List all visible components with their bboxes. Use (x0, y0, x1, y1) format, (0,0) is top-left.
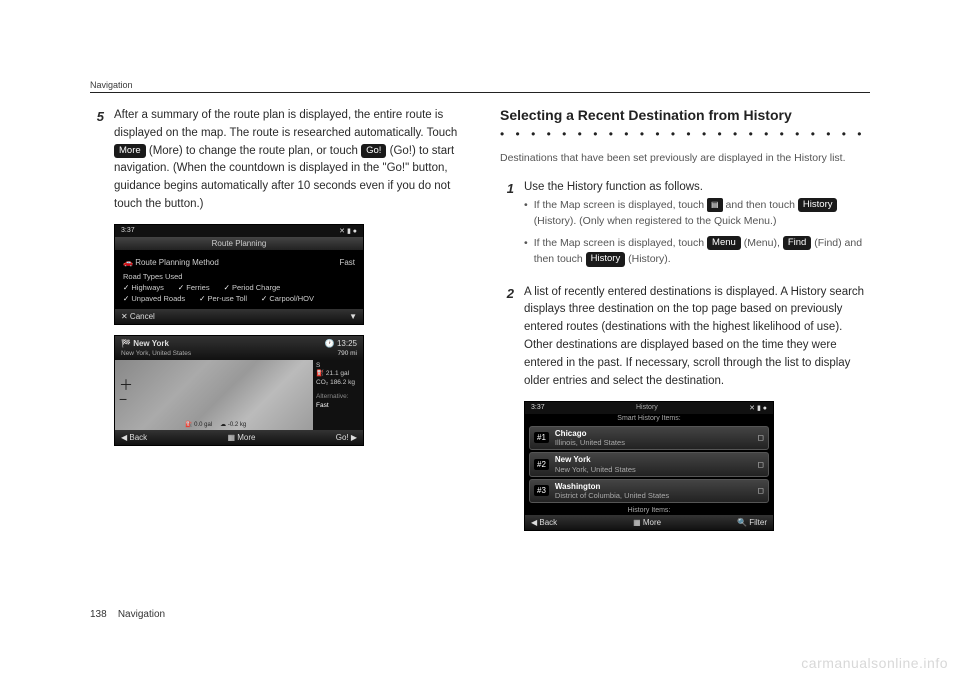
ss1-signal: ✕ ▮ ● (339, 227, 357, 235)
ss1-opt: Highways (123, 283, 164, 292)
ss1-opt: Per-use Toll (199, 294, 247, 303)
section-intro: Destinations that have been set previous… (500, 151, 870, 167)
step5-text-b: (More) to change the route plan, or touc… (149, 145, 361, 157)
ss2-side-panel: S ⛽ 21.1 gal CO₂ 186.2 kg Alternative: F… (313, 360, 363, 430)
ss1-cancel: ✕ Cancel (121, 312, 155, 321)
ss1-title: Route Planning (115, 237, 363, 250)
step-5: 5 After a summary of the route plan is d… (90, 107, 460, 214)
history-row: #2 New YorkNew York, United States ◻ (529, 452, 769, 477)
manual-page: Navigation 5 After a summary of the rout… (90, 80, 870, 620)
bullet-2-text: If the Map screen is displayed, touch Me… (534, 235, 870, 268)
go-pill: Go! (361, 144, 386, 158)
step-2: 2 A list of recently entered destination… (500, 284, 870, 391)
step-number: 1 (500, 179, 514, 274)
more-pill: More (114, 144, 146, 158)
rank-badge: #2 (534, 459, 549, 470)
ss2-time-dist: 🕐 13:25790 mi (325, 339, 357, 357)
ss1-opt: Carpool/HOV (261, 294, 314, 303)
ss1-method-value: Fast (339, 258, 355, 267)
history-text: WashingtonDistrict of Columbia, United S… (555, 482, 751, 501)
ss2-map-view: ＋− S ⛽ 21.1 gal CO₂ 186.2 kg Alternative… (115, 360, 363, 430)
bullet-dot: • (524, 197, 528, 230)
screenshot-route-planning: 3:37 ✕ ▮ ● Route Planning 🚗 Route Planni… (114, 224, 364, 325)
ss1-opt: Ferries (178, 283, 210, 292)
header-section-label: Navigation (90, 80, 870, 90)
ss3-smart-label: Smart History Items: (525, 414, 773, 423)
screenshot-map-overview: 🏁 New YorkNew York, United States 🕐 13:2… (114, 335, 364, 446)
ss3-signal: ✕ ▮ ● (749, 404, 767, 412)
section-title: Selecting a Recent Destination from Hist… (500, 107, 870, 123)
quick-menu-icon: ▤ (707, 198, 723, 212)
step-body: After a summary of the route plan is dis… (114, 107, 460, 214)
dotted-rule: • • • • • • • • • • • • • • • • • • • • … (500, 127, 870, 141)
ss2-dest-bar: 🏁 New YorkNew York, United States 🕐 13:2… (115, 336, 363, 360)
ss3-footer: ◀ Back ▦ More 🔍 Filter (525, 515, 773, 530)
ss1-footer: ✕ Cancel ▼ (115, 309, 363, 324)
history-row: #3 WashingtonDistrict of Columbia, Unite… (529, 479, 769, 504)
right-column: Selecting a Recent Destination from Hist… (500, 107, 870, 541)
ss3-topbar: 3:37 History ✕ ▮ ● (525, 402, 773, 414)
step-body: A list of recently entered destinations … (524, 284, 870, 391)
ss1-time: 3:37 (121, 227, 135, 235)
poi-icon: ◻ (757, 433, 764, 442)
ss1-opt: Period Charge (224, 283, 281, 292)
poi-icon: ◻ (757, 460, 764, 469)
ss2-footer: ◀ Back ▦ More Go! ▶ (115, 430, 363, 445)
history-pill: History (798, 198, 838, 212)
ss1-topbar: 3:37 ✕ ▮ ● (115, 225, 363, 237)
page-number: 138 (90, 609, 107, 620)
ss1-arrow: ▼ (349, 312, 357, 321)
ss2-more: ▦ More (227, 433, 255, 442)
bullet-1: • If the Map screen is displayed, touch … (524, 197, 870, 230)
ss2-back: ◀ Back (121, 433, 147, 442)
step-number: 5 (90, 107, 104, 214)
ss1-body: 🚗 Route Planning Method Fast Road Types … (115, 250, 363, 309)
history-row: #1 ChicagoIllinois, United States ◻ (529, 426, 769, 451)
menu-pill: Menu (707, 236, 741, 250)
ss2-dest: 🏁 New YorkNew York, United States (121, 339, 191, 357)
page-footer: 138 Navigation (90, 609, 165, 620)
two-column-layout: 5 After a summary of the route plan is d… (90, 107, 870, 541)
ss1-opt: Unpaved Roads (123, 294, 185, 303)
header-rule (90, 92, 870, 93)
screenshot-history: 3:37 History ✕ ▮ ● Smart History Items: … (524, 401, 774, 532)
ss1-method-label: 🚗 Route Planning Method (123, 258, 219, 267)
step-number: 2 (500, 284, 514, 391)
watermark: carmanualsonline.info (801, 655, 948, 671)
poi-icon: ◻ (757, 486, 764, 495)
ss3-title: History (636, 404, 658, 412)
step-body: Use the History function as follows. • I… (524, 179, 870, 274)
ss3-more: ▦ More (633, 518, 661, 527)
rank-badge: #3 (534, 485, 549, 496)
footer-label: Navigation (118, 609, 165, 620)
ss1-options-grid: Highways Ferries Period Charge Unpaved R… (123, 283, 355, 303)
ss3-back: ◀ Back (531, 518, 557, 527)
ss3-time: 3:37 (531, 404, 545, 412)
find-pill: Find (783, 236, 811, 250)
step5-text-a: After a summary of the route plan is dis… (114, 109, 457, 139)
bullet-1-text: If the Map screen is displayed, touch ▤ … (534, 197, 870, 230)
bullet-dot: • (524, 235, 528, 268)
left-column: 5 After a summary of the route plan is d… (90, 107, 460, 541)
step-1: 1 Use the History function as follows. •… (500, 179, 870, 274)
ss3-filter: 🔍 Filter (737, 518, 767, 527)
step1-lead: Use the History function as follows. (524, 179, 870, 197)
history-text: New YorkNew York, United States (555, 455, 751, 474)
ss3-histitems-label: History Items: (525, 506, 773, 515)
rank-badge: #1 (534, 432, 549, 443)
ss1-roads-label: Road Types Used (123, 272, 355, 281)
ss3-rows: #1 ChicagoIllinois, United States ◻ #2 N… (525, 423, 773, 507)
ss1-method-row: 🚗 Route Planning Method Fast (123, 256, 355, 269)
history-pill: History (586, 252, 626, 266)
history-text: ChicagoIllinois, United States (555, 429, 751, 448)
ss2-go: Go! ▶ (336, 433, 357, 442)
bullet-2: • If the Map screen is displayed, touch … (524, 235, 870, 268)
